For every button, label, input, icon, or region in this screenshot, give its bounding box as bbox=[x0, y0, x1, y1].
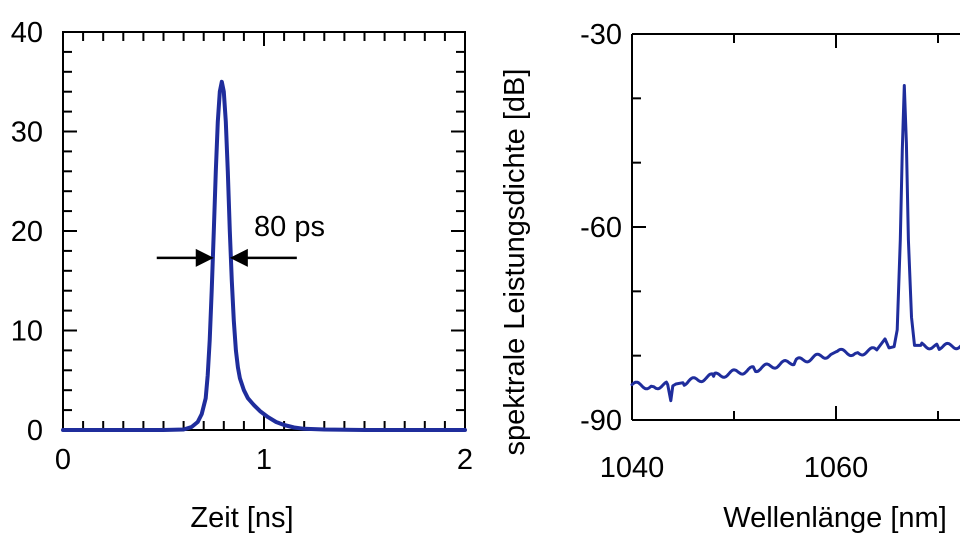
fwhm-label: 80 ps bbox=[254, 211, 325, 243]
spectrum-y-tick-label: -60 bbox=[580, 212, 622, 244]
pulse-x-tick-label: 1 bbox=[256, 444, 272, 476]
fwhm-left-arrowhead bbox=[195, 248, 214, 267]
spectrum-chart-ticks bbox=[631, 33, 939, 421]
pulse-series-line bbox=[61, 79, 467, 432]
pulse-y-tick-label: 30 bbox=[11, 117, 43, 149]
fwhm-annotation: 80 ps bbox=[156, 211, 325, 267]
pulse-y-tick-label: 0 bbox=[27, 415, 43, 447]
spectrum-x-tick-label: 1060 bbox=[804, 452, 869, 484]
pulse-chart-ticks bbox=[62, 31, 466, 431]
pulse-x-tick-label: 0 bbox=[55, 444, 71, 476]
pulse-x-tick-label: 2 bbox=[457, 444, 473, 476]
spectrum-y-tick-label: -90 bbox=[580, 405, 622, 437]
pulse-x-axis-title: Zeit [ns] bbox=[190, 502, 293, 534]
spectrum-chart-tick-labels: 104010601080-90-60-30 bbox=[580, 19, 869, 484]
spectrum-y-tick-label: -30 bbox=[580, 19, 622, 51]
spectrum-x-axis-title: Wellenlänge [nm] bbox=[723, 502, 947, 534]
spectrum-chart: 104010601080-90-60-30 Wellenlänge [nm] s… bbox=[499, 19, 960, 534]
fwhm-right-arrowhead bbox=[229, 248, 248, 267]
pulse-y-tick-label: 10 bbox=[11, 316, 43, 348]
spectrum-x-tick-label: 1040 bbox=[600, 452, 665, 484]
spectrum-series-line bbox=[630, 84, 960, 403]
pulse-y-tick-label: 20 bbox=[11, 216, 43, 248]
spectrum-y-axis-title: spektrale Leistungsdichte [dB] bbox=[499, 69, 531, 456]
pulse-y-tick-label: 40 bbox=[11, 17, 43, 49]
